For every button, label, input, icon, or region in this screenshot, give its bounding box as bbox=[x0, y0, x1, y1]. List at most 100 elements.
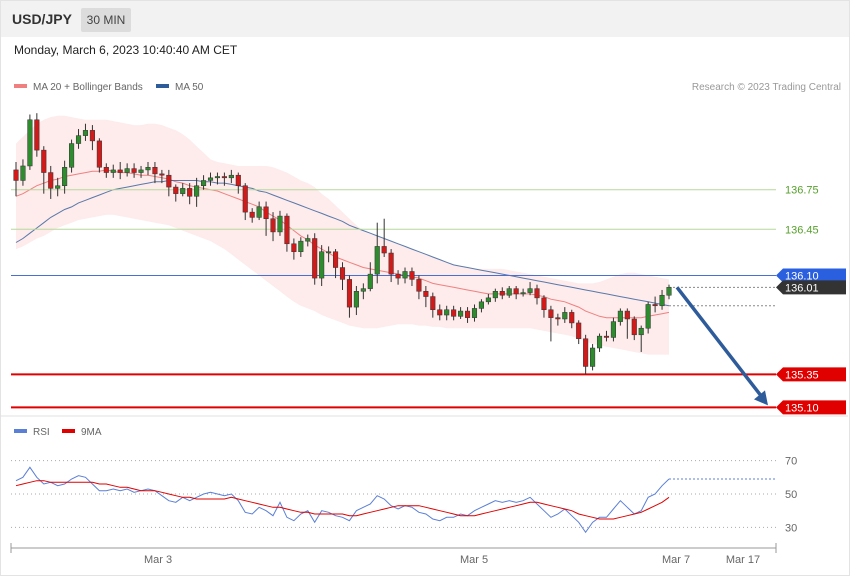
timeframe-button[interactable]: 30 MIN bbox=[81, 8, 131, 32]
candle-body bbox=[235, 174, 241, 186]
candle bbox=[451, 305, 457, 321]
candle-body bbox=[652, 304, 658, 307]
legend-label-9ma: 9MA bbox=[81, 427, 102, 438]
candle bbox=[194, 177, 200, 207]
candle bbox=[374, 222, 380, 284]
candle-body bbox=[513, 288, 519, 295]
x-tick-label: Mar 3 bbox=[144, 554, 172, 566]
candle bbox=[360, 283, 366, 300]
legend-label-ma20: MA 20 + Bollinger Bands bbox=[33, 82, 143, 93]
candle-body bbox=[124, 168, 130, 173]
candle-body bbox=[555, 317, 561, 320]
candle bbox=[82, 123, 89, 141]
candle-body bbox=[464, 310, 471, 318]
candle bbox=[75, 129, 82, 149]
candle-body bbox=[381, 246, 387, 254]
rsi-level-label: 30 bbox=[785, 522, 797, 534]
candle-body bbox=[27, 119, 33, 167]
candle-body bbox=[277, 215, 283, 233]
candle bbox=[576, 320, 582, 345]
symbol-label: USD/JPY bbox=[12, 11, 72, 27]
candle-body bbox=[631, 318, 637, 336]
candle bbox=[437, 304, 443, 321]
candle bbox=[464, 307, 471, 323]
candle bbox=[430, 292, 436, 318]
candle bbox=[180, 183, 186, 197]
candle-body bbox=[110, 169, 116, 173]
candle-body bbox=[305, 238, 311, 242]
candle-body bbox=[590, 347, 596, 367]
legend-swatch-ma50 bbox=[156, 84, 169, 88]
candle bbox=[458, 307, 464, 319]
legend-swatch-9ma bbox=[62, 429, 75, 433]
candle bbox=[69, 139, 75, 173]
rsi-legend: RSI 9MA bbox=[14, 427, 102, 438]
candle-body bbox=[478, 301, 484, 309]
candle-body bbox=[187, 188, 193, 197]
timestamp-label: Monday, March 6, 2023 10:40:40 AM CET bbox=[14, 43, 238, 57]
candle bbox=[103, 163, 109, 178]
rsi-ma9-line bbox=[15, 480, 670, 520]
candle bbox=[131, 163, 137, 178]
candle-body bbox=[527, 288, 533, 293]
candle bbox=[603, 330, 610, 342]
candle bbox=[207, 172, 214, 186]
candle-body bbox=[62, 167, 68, 186]
candle bbox=[138, 165, 144, 178]
candle-body bbox=[89, 130, 95, 142]
candle bbox=[117, 162, 123, 180]
candle-body bbox=[34, 119, 40, 151]
candle bbox=[319, 245, 325, 286]
candle-body bbox=[319, 251, 325, 279]
candle bbox=[333, 249, 339, 279]
candle-body bbox=[75, 135, 82, 144]
candle bbox=[152, 162, 158, 184]
forecast-arrow-head bbox=[754, 390, 768, 406]
candle-body bbox=[48, 172, 54, 189]
candle bbox=[173, 184, 179, 202]
candle bbox=[562, 307, 568, 323]
candle-body bbox=[96, 140, 102, 168]
candle bbox=[96, 138, 102, 173]
candle bbox=[110, 164, 116, 178]
rsi-panel: 70 50 30 bbox=[11, 456, 797, 534]
candle bbox=[666, 284, 672, 300]
candle bbox=[48, 165, 54, 199]
candle bbox=[20, 159, 26, 186]
x-tick-label: Mar 17 bbox=[726, 554, 760, 566]
legend-swatch-rsi bbox=[14, 429, 27, 433]
candle-body bbox=[180, 188, 186, 194]
candle bbox=[541, 295, 547, 318]
candle bbox=[339, 262, 346, 290]
candle bbox=[291, 238, 297, 260]
candle bbox=[270, 212, 276, 242]
candle-body bbox=[69, 143, 75, 168]
candle-body bbox=[270, 218, 276, 233]
candle-body bbox=[131, 168, 137, 173]
candle bbox=[520, 288, 526, 297]
candle-body bbox=[624, 310, 630, 320]
candle-body bbox=[166, 174, 172, 188]
candle bbox=[534, 284, 540, 305]
candle bbox=[596, 333, 603, 352]
level-label-136.10: 136.10 bbox=[785, 270, 819, 282]
candle bbox=[555, 313, 561, 326]
candle bbox=[652, 296, 658, 313]
candle-body bbox=[617, 310, 623, 322]
candle bbox=[617, 308, 623, 326]
candle-body bbox=[333, 251, 339, 268]
candle bbox=[583, 334, 589, 375]
candle-body bbox=[638, 327, 644, 336]
rsi-line bbox=[15, 466, 670, 534]
x-tick-label: Mar 7 bbox=[662, 554, 690, 566]
candle-body bbox=[576, 322, 582, 340]
candle bbox=[221, 172, 227, 186]
candle bbox=[41, 146, 47, 194]
candle bbox=[249, 208, 255, 223]
candle bbox=[89, 125, 95, 151]
candle-body bbox=[20, 165, 26, 181]
candle bbox=[256, 201, 262, 221]
candle bbox=[381, 218, 387, 257]
